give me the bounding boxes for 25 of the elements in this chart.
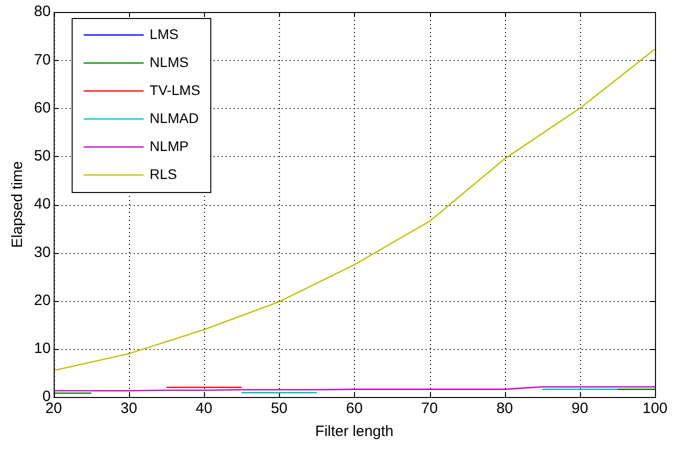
legend-label: NLMAD (150, 110, 199, 126)
y-tick-label: 70 (34, 51, 51, 68)
y-tick-label: 80 (34, 3, 51, 20)
x-tick-label: 60 (346, 400, 363, 418)
x-tick-label: 20 (45, 400, 62, 418)
y-tick-label: 20 (34, 292, 51, 309)
legend-label: RLS (150, 166, 177, 182)
y-tick-label: 10 (34, 340, 51, 358)
x-tick-label: 80 (496, 400, 514, 418)
legend-label: NLMS (150, 54, 189, 70)
x-tick-label: 40 (196, 400, 212, 418)
y-tick-label: 30 (34, 244, 51, 261)
x-tick-label: 30 (120, 400, 138, 418)
x-axis-title: Filter length (315, 423, 394, 440)
x-tick-label: 90 (571, 400, 588, 418)
legend-label: LMS (150, 26, 178, 42)
legend-label: TV-LMS (150, 82, 200, 98)
x-tick-label: 70 (421, 400, 438, 418)
y-tick-label: 40 (34, 196, 51, 213)
legend-label: NLMP (150, 138, 189, 154)
x-tick-label: 50 (270, 400, 288, 418)
y-axis-title: Elapsed time (9, 161, 26, 248)
y-tick-label: 50 (34, 148, 51, 165)
x-tick-label: 100 (642, 400, 668, 418)
y-tick-label: 60 (34, 99, 51, 116)
